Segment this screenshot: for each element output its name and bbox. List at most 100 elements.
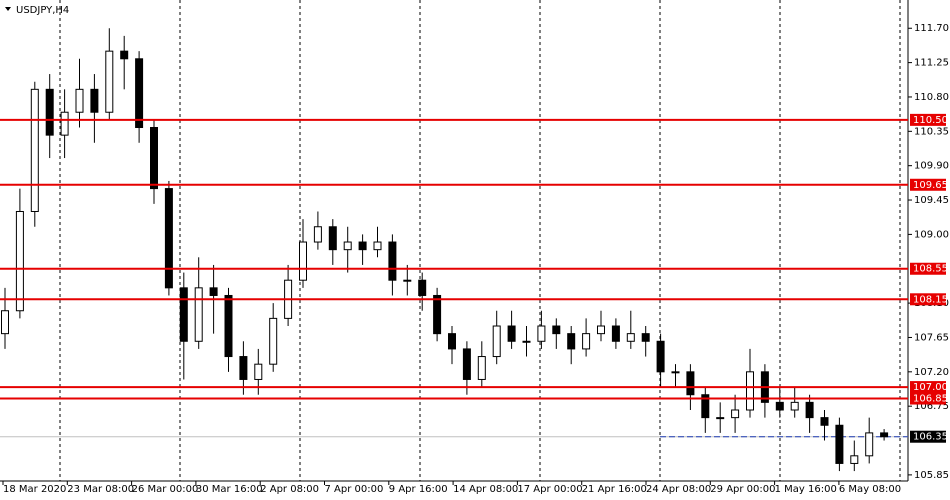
x-tick-label: 14 Apr 08:00 xyxy=(453,484,518,495)
candle-body xyxy=(15,210,24,312)
candle-body xyxy=(552,325,561,335)
level-label: 106.85 xyxy=(913,394,948,405)
candle-body xyxy=(746,371,754,411)
candle-body xyxy=(567,333,576,350)
candle-body xyxy=(775,401,784,411)
candle-body xyxy=(597,325,605,335)
y-tick-label: 110.80 xyxy=(914,92,949,103)
menu-arrow[interactable] xyxy=(5,7,11,11)
candle-body xyxy=(731,409,740,419)
candle-body xyxy=(90,88,99,113)
x-tick-label: 18 Mar 2020 xyxy=(3,484,66,495)
candle-body xyxy=(299,241,307,281)
y-tick-label: 111.25 xyxy=(914,58,949,69)
candle-body xyxy=(343,241,352,251)
candle-body xyxy=(120,50,129,60)
y-tick-label: 109.45 xyxy=(914,195,949,206)
x-tick-label: 23 Mar 08:00 xyxy=(67,484,134,495)
candle-body xyxy=(641,333,650,342)
candle-body xyxy=(671,371,680,374)
x-tick-label: 7 Apr 00:00 xyxy=(325,484,384,495)
x-tick-label: 9 Apr 16:00 xyxy=(389,484,448,495)
candle-body xyxy=(328,226,337,251)
y-tick-label: 107.65 xyxy=(914,332,949,343)
candle-body xyxy=(75,88,84,113)
price-label-box xyxy=(910,430,946,443)
candle-body xyxy=(716,417,725,420)
candle-body xyxy=(477,356,486,380)
level-label: 108.15 xyxy=(913,294,948,305)
candle-body xyxy=(701,394,710,419)
candle-body xyxy=(462,348,471,380)
level-label: 110.50 xyxy=(913,115,948,126)
candle-body xyxy=(224,294,233,358)
level-label-box xyxy=(910,392,946,405)
level-label-box xyxy=(910,381,946,394)
x-tick-label: 17 Apr 00:00 xyxy=(517,484,582,495)
candle-body xyxy=(150,127,158,190)
y-tick-label: 110.35 xyxy=(914,126,949,137)
x-tick-label: 6 May 08:00 xyxy=(839,484,901,495)
y-tick-label: 109.90 xyxy=(914,161,949,172)
y-tick-label: 111.70 xyxy=(914,23,949,34)
candle-body xyxy=(656,340,665,373)
candle-body xyxy=(492,325,501,358)
candle-body xyxy=(686,371,695,396)
x-tick-label: 30 Mar 16:00 xyxy=(196,484,263,495)
candle-body xyxy=(507,325,516,342)
y-tick-label: 106.75 xyxy=(914,401,949,412)
candle-body xyxy=(313,226,322,243)
candle-body xyxy=(522,340,531,343)
x-tick-label: 24 Apr 08:00 xyxy=(646,484,711,495)
candle-body xyxy=(805,401,814,419)
x-tick-label: 26 Mar 00:00 xyxy=(132,484,199,495)
candle-body xyxy=(865,432,874,457)
level-label-box xyxy=(910,262,946,275)
candle-body xyxy=(135,58,144,129)
candle-body xyxy=(880,432,889,438)
candle-body xyxy=(611,325,620,342)
candle-body xyxy=(30,88,39,212)
level-label: 107.00 xyxy=(913,382,948,393)
candle-body xyxy=(60,111,69,136)
candle-body xyxy=(626,333,635,342)
candle-body xyxy=(835,424,844,464)
candle-body xyxy=(239,356,248,380)
y-tick-label: 109.00 xyxy=(914,229,949,240)
candle-body xyxy=(1,310,9,335)
x-tick-label: 29 Apr 00:00 xyxy=(710,484,775,495)
candle-body xyxy=(388,241,397,281)
level-label-box xyxy=(910,178,946,191)
level-label-box xyxy=(910,293,946,306)
candle-body xyxy=(448,333,456,350)
candle-body xyxy=(194,287,203,342)
candle-body xyxy=(403,279,412,282)
x-tick-label: 2 Apr 08:00 xyxy=(260,484,319,495)
candle-body xyxy=(164,188,173,289)
candle-body xyxy=(179,287,188,342)
candle-body xyxy=(820,417,829,426)
level-label: 109.65 xyxy=(913,180,948,191)
candle-body xyxy=(269,317,278,365)
candle-body xyxy=(433,294,442,335)
y-tick-label: 105.85 xyxy=(914,470,949,481)
x-tick-label: 21 Apr 16:00 xyxy=(582,484,647,495)
price-label: 106.35 xyxy=(913,432,948,443)
candle-body xyxy=(850,455,859,464)
candle-body xyxy=(582,333,591,350)
chart-title: USDJPY,H4 xyxy=(16,5,69,16)
x-tick-label: 1 May 16:00 xyxy=(775,484,837,495)
level-label: 108.55 xyxy=(913,264,948,275)
y-tick-label: 107.20 xyxy=(914,367,949,378)
candle-body xyxy=(537,325,546,342)
level-label-box xyxy=(910,113,946,126)
candle-body xyxy=(358,241,367,251)
candle-body xyxy=(373,241,382,251)
candle-body xyxy=(209,287,218,296)
candle-body xyxy=(254,363,263,380)
candle-body xyxy=(418,279,427,296)
candle-body xyxy=(45,88,54,136)
candle-body xyxy=(105,50,114,113)
